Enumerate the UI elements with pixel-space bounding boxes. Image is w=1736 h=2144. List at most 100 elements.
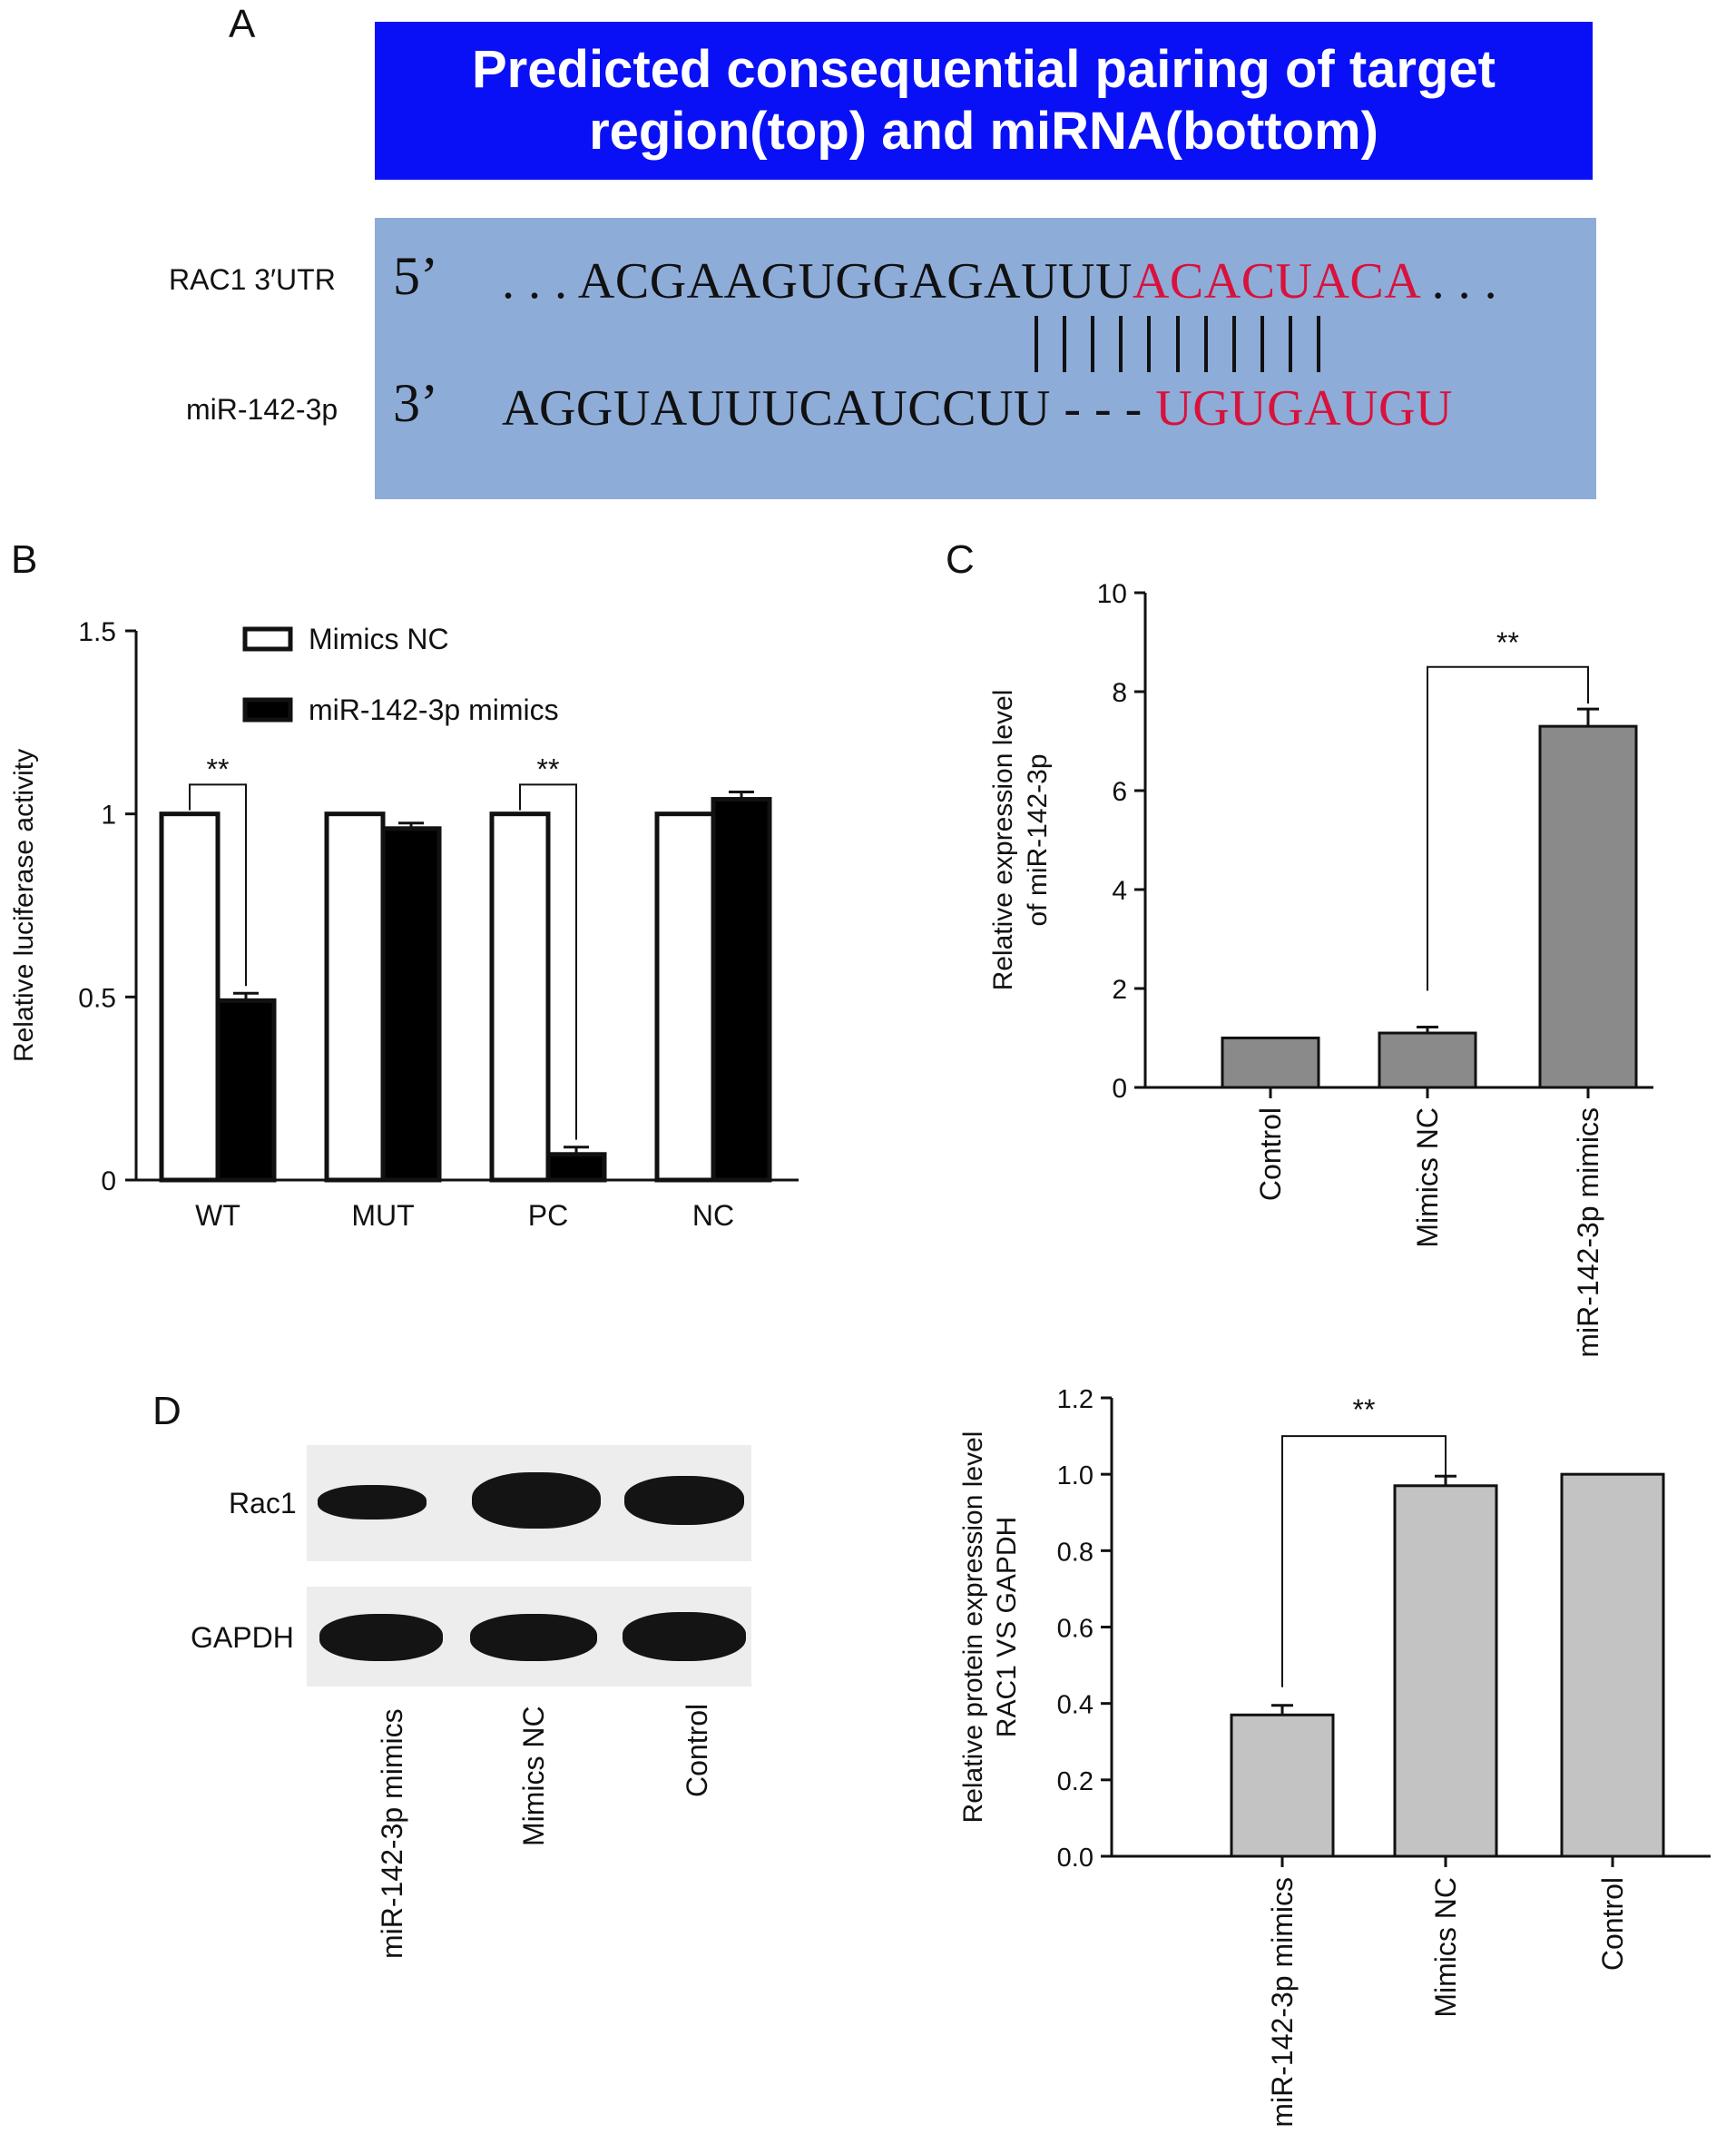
x-tick-label: Mimics NC [1411,1107,1444,1248]
bar-control [1560,1472,1665,1858]
base-pair-line [1035,316,1038,372]
legend-label: Mimics NC [309,623,449,655]
base-pair-line [1119,316,1123,372]
x-tick-label: Control [1596,1877,1629,1971]
y-tick-label: 10 [1097,579,1127,609]
x-tick-label: PC [528,1199,568,1232]
bar-mimics-nc [1378,1031,1477,1089]
base-pair-line [1203,316,1208,372]
blot-lane-label-mimics-nc: Mimics NC [517,1706,550,1846]
y-tick-label: 0.6 [1057,1615,1094,1644]
y-axis-title-line-2: of miR-142-3p [1023,753,1053,926]
x-tick-label: Mimics NC [1429,1877,1462,2018]
mirna-seed-region: UGUGAUGU [1155,380,1453,437]
panel-label-c: C [946,537,975,582]
target-sequence: . . . ACGAAGUGGAGAUUUACACUACA . . . [502,252,1497,310]
bar-mimics-nc-mut [324,811,386,1183]
y-axis-title-line-1: Relative protein expression level [958,1431,988,1824]
x-tick-label: WT [195,1199,240,1232]
significance-label: ** [537,752,560,785]
rac1-band-control [624,1476,744,1525]
bar-mimics-nc [1393,1484,1498,1858]
blot-lane-label-mimics: miR-142-3p mimics [376,1708,408,1959]
base-pair-line [1147,316,1152,372]
x-tick-label: miR-142-3p mimics [1266,1877,1299,2128]
chart-protein-expression: 0.0 0.2 0.4 0.6 0.8 1.0 1.2 miR-142-3p mimics Mi… [958,1385,1711,2128]
base-pair-line [1317,316,1320,372]
target-seed-region: ACACUACA [1132,253,1419,310]
blot-row-label-gapdh: GAPDH [191,1621,294,1654]
gapdh-band-control [623,1612,746,1661]
y-tick-label: 8 [1112,678,1127,708]
y-tick-label: 6 [1112,777,1127,807]
y-tick-label: 0 [101,1166,116,1196]
y-tick-label: 1.5 [78,617,116,647]
x-tick-label: NC [692,1199,734,1232]
y-tick-label: 0.4 [1057,1691,1094,1720]
panel-label-b: B [11,537,38,582]
x-tick-label: MUT [351,1199,414,1232]
base-pair-line [1260,316,1264,372]
target-sequence-black: . . . ACGAAGUGGAGAUUU [502,253,1133,310]
bar-control [1221,1037,1320,1089]
y-tick-label: 0.2 [1057,1767,1094,1796]
bar-mimics-nc-nc [654,811,716,1183]
mirna-sequence: AGGUAUUUCAUCCUU - - - UGUGAUGU [502,379,1453,438]
y-tick-label: 0 [1112,1074,1127,1104]
y-tick-label: 1.0 [1057,1461,1094,1490]
base-pair-line [1063,316,1067,372]
gapdh-band-mimics-nc [470,1614,597,1661]
target-sequence-tail: . . . [1431,253,1498,310]
significance-bracket [1281,1435,1447,1687]
legend-label: miR-142-3p mimics [309,693,559,726]
pairing-title-line-1: Predicted consequential pairing of targe… [472,40,1496,99]
y-tick-label: 0.8 [1057,1538,1094,1567]
y-tick-label: 0.5 [78,983,116,1013]
y-tick-label: 1.2 [1057,1385,1094,1414]
y-axis-title-line-2: RAC1 VS GAPDH [992,1517,1022,1737]
mirna-label: miR-142-3p [186,393,338,426]
blot-lane-label-control: Control [681,1703,713,1797]
blot-rac1-strip [307,1445,751,1561]
base-pair-line [1231,316,1236,372]
significance-label: ** [1496,626,1519,659]
base-pair-line [1091,316,1095,372]
pairing-title-line-2: region(top) and miRNA(bottom) [589,102,1378,161]
rac1-utr-label: RAC1 3′UTR [169,263,336,296]
bar-mir-mimics-mut [380,826,442,1183]
significance-label: ** [1353,1393,1376,1426]
legend-swatch [242,697,293,723]
panel-label-a: A [229,2,256,46]
chart-mirna-expression: 0 2 4 6 8 10 Control Mimics NC miR-142-3p mimics… [988,579,1653,1358]
sequence-alignment-box: 5’ 3’ . . . ACGAAGUGGAGAUUUACACUACA . . … [375,218,1596,499]
significance-bracket [189,783,247,987]
blot-gapdh-strip [307,1587,751,1687]
bar-mir-mimics-pc [545,1152,607,1183]
significance-bracket [519,783,577,1140]
x-tick-label: Control [1254,1107,1287,1201]
pairing-title-box: Predicted consequential pairing of targe… [375,22,1593,180]
significance-bracket [1427,665,1589,991]
bar-mir-142-3p-mimics [1230,1713,1335,1858]
y-tick-label: 4 [1112,876,1127,906]
base-pair-line [1175,316,1180,372]
three-prime-end: 3’ [393,373,438,433]
y-axis-title: Relative luciferase activity [9,749,39,1062]
blot-row-label-rac1: Rac1 [229,1487,297,1519]
chart-luciferase: 0 0.5 1 1.5 Relative luciferase activity WT MU… [9,617,799,1232]
bar-mir-mimics-wt [215,998,277,1183]
base-pair-line [1288,316,1292,372]
y-tick-label: 1 [101,801,116,831]
rac1-band-mimics-nc [472,1472,601,1529]
rac1-band-mimics [318,1485,427,1519]
bar-mimics-nc-pc [489,811,551,1183]
bar-mir-142-3p-mimics [1538,724,1638,1089]
panel-label-d: D [152,1389,181,1433]
bar-mir-mimics-nc [711,797,772,1183]
legend-swatch [242,626,293,652]
mirna-sequence-black: AGGUAUUUCAUCCUU - - - [502,380,1156,437]
significance-label: ** [207,752,230,785]
bar-mimics-nc-wt [159,811,221,1183]
five-prime-end: 5’ [393,246,438,306]
gapdh-band-mimics [319,1614,443,1661]
